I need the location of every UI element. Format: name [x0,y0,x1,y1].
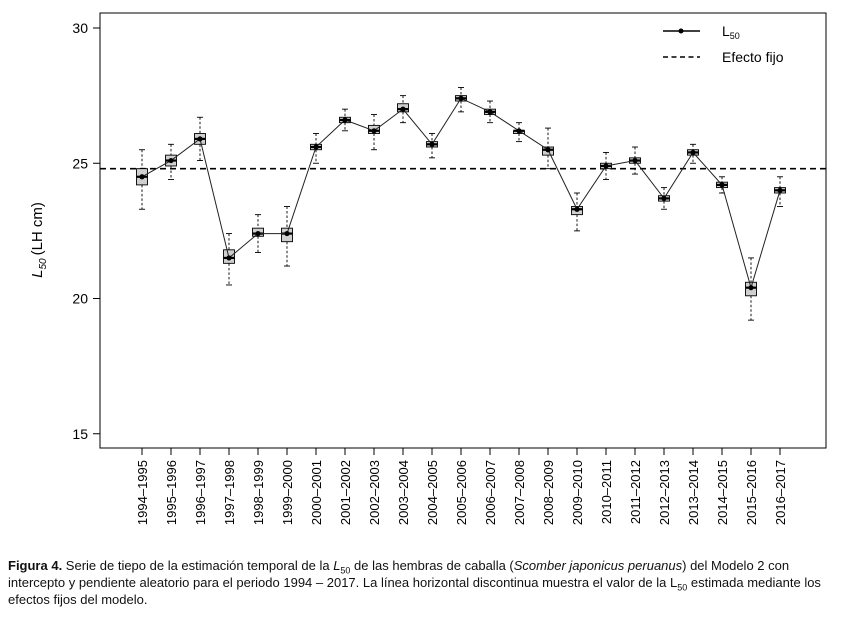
caption-subscript-2: 50 [677,582,688,593]
legend-l50-subscript: 50 [730,31,740,41]
x-tick-label-6: 2000–2001 [309,460,324,525]
y-tick-label-0: 15 [72,426,88,442]
caption-species: Scomber japonicus peruanus [513,558,683,573]
y-axis-label-subscript: 50 [38,258,49,270]
x-tick-label-17: 2011–2012 [628,460,643,524]
l50-point-0 [139,174,145,180]
x-tick-label-22: 2016–2017 [773,460,788,525]
caption-part4: estimada mediante los efectos fijos del … [8,575,821,607]
l50-point-19 [690,149,696,156]
y-axis-label-symbol: L [29,270,46,278]
x-tick-label-10: 2004–2005 [425,460,440,525]
l50-point-7 [342,117,348,123]
l50-point-1 [168,157,174,164]
legend-l50-label: L50 [722,23,740,41]
x-tick-label-8: 2002–2003 [367,460,382,525]
l50-point-8 [371,128,377,134]
legend-l50-symbol: L [722,23,730,39]
l50-point-14 [545,147,551,153]
caption-symbol: L [333,558,341,573]
l50-point-5 [284,230,290,237]
x-tick-label-3: 1997–1998 [222,460,237,525]
x-tick-label-18: 2012–2013 [657,460,672,525]
l50-point-2 [197,136,203,142]
l50-point-12 [487,109,493,115]
y-axis-label-unit: (LH cm) [29,202,46,255]
boxplot-0 [136,149,148,210]
y-axis: 15 20 25 30 [72,20,100,442]
y-tick-label-2: 25 [72,155,88,171]
x-tick-label-14: 2008–2009 [541,460,556,525]
x-tick-label-20: 2014–2015 [715,460,730,525]
l50-point-15 [574,206,580,212]
y-tick-label-1: 20 [72,291,88,307]
x-tick-label-2: 1996–1997 [193,460,208,525]
caption-subscript: 50 [340,565,351,576]
l50-point-21 [748,285,754,291]
l50-point-18 [661,195,667,202]
l50-points [139,95,783,291]
x-tick-label-12: 2006–2007 [483,460,498,525]
boxplot-5 [281,206,293,267]
caption-part3: ) del Modelo 2 con intercepto y pendient… [8,558,790,590]
x-tick-label-7: 2001–2002 [338,460,353,525]
l50-point-13 [516,128,522,134]
l50-point-17 [632,157,638,164]
l50-point-4 [255,230,261,237]
caption-part1: Serie de tiepo de la estimación temporal… [62,558,334,573]
x-tick-label-1: 1995–1996 [164,460,179,525]
x-tick-label-9: 2003–2004 [396,460,411,525]
legend-l50-point [678,28,684,34]
x-tick-label-21: 2015–2016 [744,460,759,525]
x-tick-label-16: 2010–2011 [599,460,614,524]
y-axis-label: L50 (LH cm) [29,202,49,278]
x-tick-label-15: 2009–2010 [570,460,585,525]
x-tick-label-13: 2007–2008 [512,460,527,525]
legend: L50 Efecto fijo [663,23,784,65]
l50-point-9 [400,106,406,112]
x-axis: 1994–1995 1995–1996 1996–1997 1997–1998 1998… [135,448,788,525]
x-tick-label-5: 1999–2000 [280,460,295,525]
l50-point-22 [777,187,783,193]
x-tick-label-4: 1998–1999 [251,460,266,525]
y-tick-label-3: 30 [72,20,88,36]
x-tick-label-0: 1994–1995 [135,460,150,525]
l50-point-6 [313,144,319,150]
plot-frame [99,12,827,449]
l50-point-10 [429,141,435,147]
caption-label: Figura 4. [8,558,63,573]
figure-caption: Figura 4. Serie de tiepo de la estimació… [8,557,844,608]
l50-series-line [141,97,781,290]
l50-point-20 [719,182,725,188]
l50-time-series-chart: 15 20 25 30 1994–1995 1995–1996 1996–1997 1997… [29,12,827,525]
legend-fixed-label: Efecto fijo [722,49,784,65]
l50-point-3 [226,255,232,261]
x-tick-label-19: 2013–2014 [686,460,701,525]
l50-point-11 [458,95,464,101]
l50-point-16 [603,163,609,169]
caption-part2: de las hembras de caballa ( [350,558,514,573]
boxplot-15 [571,192,583,232]
boxplots [136,87,786,321]
x-tick-label-11: 2005–2006 [454,460,469,525]
